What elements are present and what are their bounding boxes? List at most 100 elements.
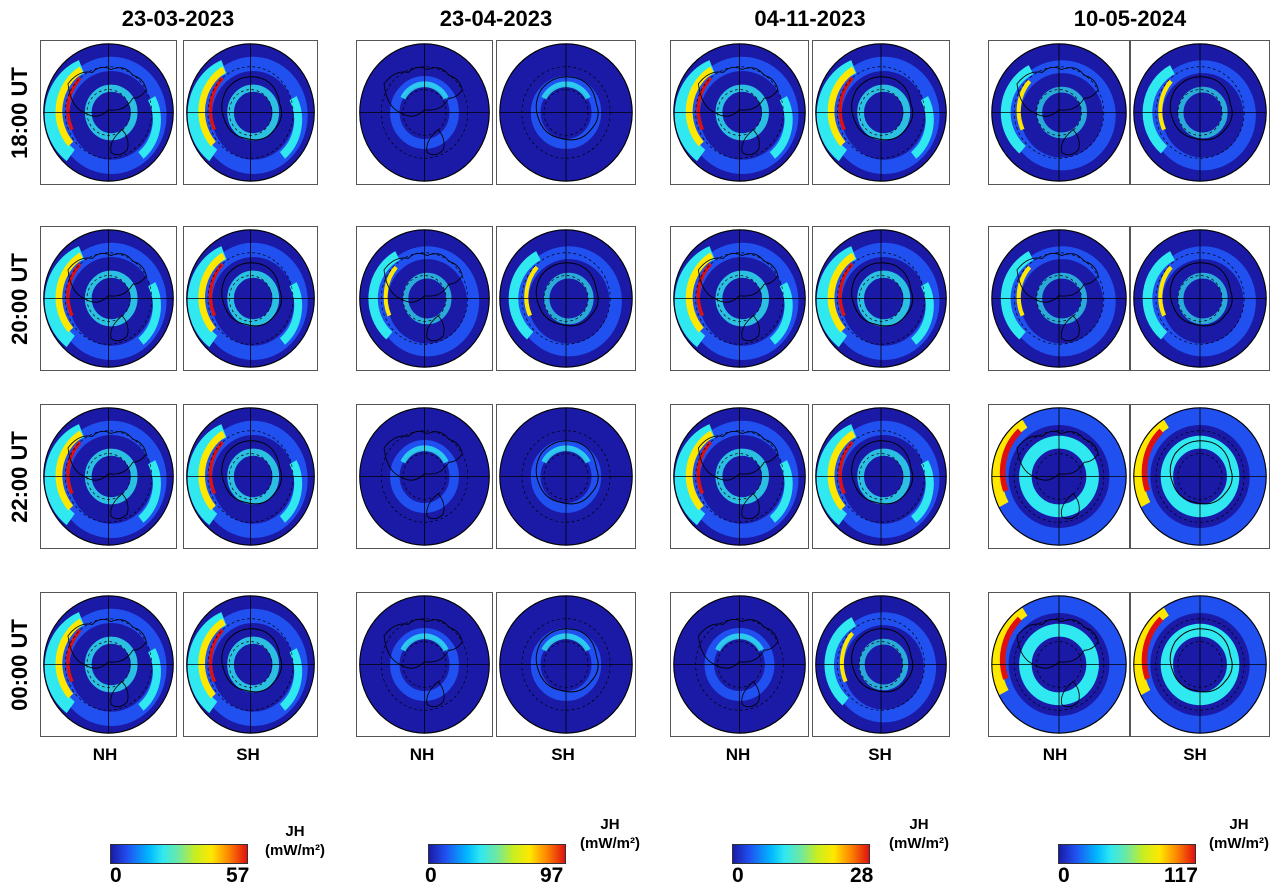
polar-map-svg bbox=[359, 595, 490, 734]
polar-map-svg bbox=[991, 43, 1127, 182]
polar-map-svg bbox=[1133, 407, 1267, 546]
polar-map-sh bbox=[1130, 592, 1270, 737]
polar-map-sh bbox=[183, 226, 318, 371]
time-label-1800: 18:00 UT bbox=[0, 40, 40, 185]
time-label-2200: 22:00 UT bbox=[0, 404, 40, 549]
polar-map-svg bbox=[499, 229, 633, 368]
colorbar-min: 0 bbox=[425, 864, 437, 887]
colorbar-min: 0 bbox=[110, 864, 122, 887]
polar-map-svg bbox=[1133, 43, 1267, 182]
polar-map-svg bbox=[186, 407, 315, 546]
polar-map-nh bbox=[356, 226, 493, 371]
polar-map-sh bbox=[1130, 40, 1270, 185]
colorbar-label: JH (mW/m²) bbox=[1194, 815, 1284, 853]
polar-map-sh bbox=[496, 404, 636, 549]
hemisphere-label-nh: NH bbox=[92, 745, 118, 764]
polar-map-nh bbox=[670, 592, 809, 737]
polar-map-sh bbox=[496, 592, 636, 737]
polar-map-sh bbox=[1130, 226, 1270, 371]
date-header-2: 23-04-2023 bbox=[439, 6, 553, 31]
polar-map-nh bbox=[988, 226, 1130, 371]
polar-map-sh bbox=[812, 40, 950, 185]
polar-map-svg bbox=[991, 595, 1127, 734]
colorbar-max: 97 bbox=[540, 864, 564, 887]
polar-map-svg bbox=[43, 595, 174, 734]
polar-map-svg bbox=[359, 229, 490, 368]
polar-map-nh bbox=[670, 404, 809, 549]
date-header-4: 10-05-2024 bbox=[1073, 6, 1187, 31]
polar-map-svg bbox=[1133, 595, 1267, 734]
polar-map-nh bbox=[40, 226, 177, 371]
polar-map-nh bbox=[988, 40, 1130, 185]
colorbar-max: 117 bbox=[1164, 864, 1198, 887]
polar-map-sh bbox=[183, 40, 318, 185]
polar-map-nh bbox=[356, 592, 493, 737]
polar-map-svg bbox=[359, 43, 490, 182]
colorbar-gradient bbox=[428, 844, 566, 864]
polar-map-svg bbox=[43, 43, 174, 182]
colorbar-label: JH (mW/m²) bbox=[874, 815, 964, 853]
polar-map-svg bbox=[673, 229, 806, 368]
polar-map-sh bbox=[812, 404, 950, 549]
polar-map-svg bbox=[815, 407, 947, 546]
colorbar-max: 57 bbox=[226, 864, 250, 887]
colorbar-unit: (mW/m²) bbox=[889, 835, 949, 852]
polar-map-svg bbox=[499, 43, 633, 182]
polar-map-svg bbox=[673, 43, 806, 182]
polar-map-svg bbox=[673, 595, 806, 734]
date-header-1: 23-03-2023 bbox=[121, 6, 235, 31]
hemisphere-label-nh: NH bbox=[1042, 745, 1068, 764]
polar-map-svg bbox=[186, 595, 315, 734]
polar-map-svg bbox=[991, 407, 1127, 546]
polar-map-nh bbox=[40, 592, 177, 737]
polar-map-svg bbox=[359, 407, 490, 546]
colorbar-quantity: JH bbox=[285, 823, 305, 840]
hemisphere-label-nh: NH bbox=[725, 745, 751, 764]
colorbar-label: JH (mW/m²) bbox=[565, 815, 655, 853]
polar-map-nh bbox=[988, 592, 1130, 737]
colorbar-gradient bbox=[732, 844, 870, 864]
colorbar-label: JH (mW/m²) bbox=[250, 822, 340, 860]
time-text: 00:00 UT bbox=[7, 618, 32, 711]
colorbar-quantity: JH bbox=[1229, 816, 1249, 833]
polar-map-svg bbox=[815, 43, 947, 182]
polar-map-sh bbox=[496, 40, 636, 185]
polar-map-sh bbox=[496, 226, 636, 371]
polar-map-sh bbox=[183, 404, 318, 549]
hemisphere-label-sh: SH bbox=[868, 745, 892, 764]
polar-map-nh bbox=[988, 404, 1130, 549]
hemisphere-label-sh: SH bbox=[1183, 745, 1207, 764]
colorbar-quantity: JH bbox=[600, 816, 620, 833]
colorbar-gradient bbox=[110, 844, 248, 864]
date-header-3: 04-11-2023 bbox=[754, 6, 866, 31]
polar-map-svg bbox=[499, 407, 633, 546]
polar-map-svg bbox=[43, 407, 174, 546]
polar-map-nh bbox=[670, 226, 809, 371]
colorbar-unit: (mW/m²) bbox=[1209, 835, 1269, 852]
colorbar-gradient bbox=[1058, 844, 1196, 864]
polar-map-nh bbox=[356, 40, 493, 185]
polar-map-svg bbox=[815, 229, 947, 368]
colorbar-quantity: JH bbox=[909, 816, 929, 833]
polar-map-svg bbox=[186, 43, 315, 182]
polar-map-sh bbox=[183, 592, 318, 737]
time-label-2000: 20:00 UT bbox=[0, 226, 40, 371]
time-text: 22:00 UT bbox=[7, 430, 32, 523]
polar-map-nh bbox=[670, 40, 809, 185]
polar-map-svg bbox=[991, 229, 1127, 368]
polar-map-svg bbox=[186, 229, 315, 368]
hemisphere-label-sh: SH bbox=[236, 745, 260, 764]
polar-map-nh bbox=[40, 404, 177, 549]
time-text: 20:00 UT bbox=[7, 252, 32, 345]
polar-map-svg bbox=[43, 229, 174, 368]
polar-map-svg bbox=[673, 407, 806, 546]
polar-map-sh bbox=[812, 226, 950, 371]
polar-map-svg bbox=[499, 595, 633, 734]
colorbar-min: 0 bbox=[1058, 864, 1070, 887]
polar-map-nh bbox=[40, 40, 177, 185]
polar-map-sh bbox=[1130, 404, 1270, 549]
colorbar-unit: (mW/m²) bbox=[265, 842, 325, 859]
polar-map-nh bbox=[356, 404, 493, 549]
hemisphere-label-nh: NH bbox=[409, 745, 435, 764]
colorbar-max: 28 bbox=[850, 864, 874, 887]
